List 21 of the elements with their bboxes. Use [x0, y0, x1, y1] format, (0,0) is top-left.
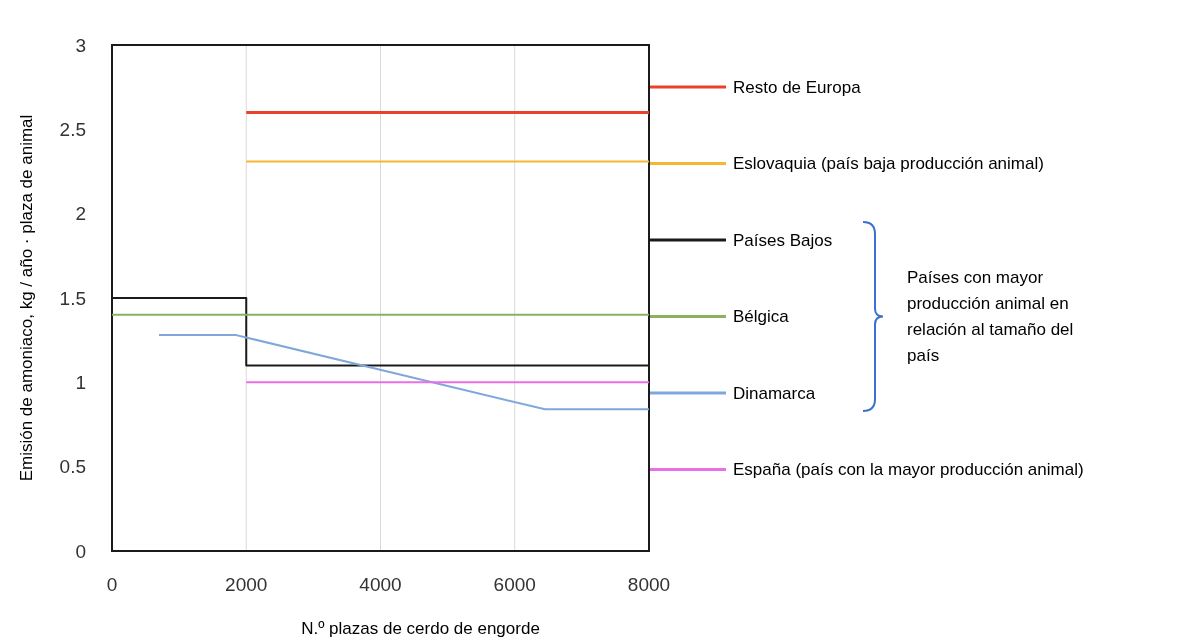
y-tick-label: 3: [75, 34, 86, 56]
legend-label: Bélgica: [733, 307, 790, 327]
x-tick-label: 4000: [359, 574, 402, 595]
x-tick-label: 2000: [225, 574, 268, 595]
x-tick-label: 6000: [493, 574, 536, 595]
x-tick-label: 8000: [627, 574, 671, 595]
x-tick-label: 0: [106, 574, 118, 595]
x-axis-title: N.º plazas de cerdo de engorde: [301, 619, 540, 638]
y-tick-label: 2.5: [59, 118, 86, 140]
legend-label: Eslovaquia (país baja producción animal): [733, 154, 1044, 174]
legend-label: España (país con la mayor producción animal): [733, 460, 1084, 480]
legend-label: Resto de Europa: [733, 77, 862, 97]
y-tick-label: 2: [75, 203, 86, 225]
text: Países con mayor producción animal en relación al tamaño del país: [907, 268, 1074, 366]
legend-label: Países Bajos: [733, 230, 833, 250]
y-tick-label: 1.5: [59, 287, 86, 309]
y-tick-label: 0.5: [59, 456, 86, 478]
y-tick-label: 0: [75, 540, 86, 562]
y-axis-title: Emisión de amoniaco, kg / año · plaza de animal: [17, 114, 36, 482]
legend-label: Dinamarca: [733, 383, 816, 403]
y-tick-label: 1: [75, 371, 86, 393]
